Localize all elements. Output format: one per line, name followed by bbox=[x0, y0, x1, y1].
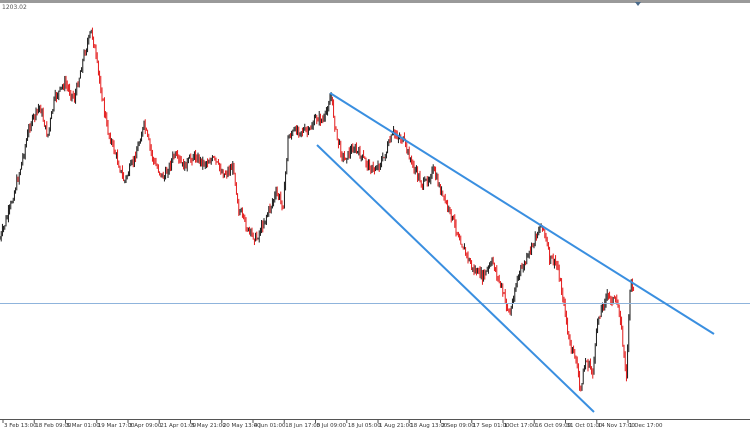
x-tick-label: 18 Jun 17:00 bbox=[285, 423, 320, 429]
candles bbox=[0, 27, 635, 392]
x-tick-label: 21 Apr 01:00 bbox=[160, 423, 196, 429]
x-tick-label: 18 Jul 05:00 bbox=[348, 423, 381, 429]
x-tick-label: 3 Apr 09:00 bbox=[129, 423, 162, 429]
x-tick-label: 31 Oct 01:00 bbox=[567, 423, 603, 429]
x-tick-label: 1 Oct 17:00 bbox=[504, 423, 537, 429]
top-border bbox=[0, 0, 750, 3]
shift-marker-icon[interactable] bbox=[635, 2, 641, 6]
x-tick-label: 18 Feb 09:00 bbox=[35, 423, 72, 429]
x-tick-label: 20 May 13:00 bbox=[223, 423, 261, 429]
x-tick-label: 5 May 21:00 bbox=[192, 423, 227, 429]
x-tick-label: 14 Nov 17:00 bbox=[598, 423, 636, 429]
x-tick-label: 1 Aug 21:00 bbox=[379, 423, 413, 429]
x-tick-label: 17 Sep 01:00 bbox=[473, 423, 510, 429]
x-tick-label: 2 Sep 09:00 bbox=[442, 423, 476, 429]
x-tick-label: 4 Jun 01:00 bbox=[254, 423, 286, 429]
x-tick-label: 5 Mar 01:00 bbox=[67, 423, 101, 429]
price-label: 1203.02 bbox=[2, 4, 27, 11]
x-tick-label: 1 Dec 17:00 bbox=[629, 423, 663, 429]
x-tick-label: 3 Feb 13:00 bbox=[4, 423, 37, 429]
x-tick-label: 3 Jul 09:00 bbox=[317, 423, 347, 429]
x-tick-label: 16 Oct 09:00 bbox=[535, 423, 571, 429]
upper-trendline bbox=[329, 92, 715, 335]
x-tick-label: 18 Aug 13:00 bbox=[410, 423, 448, 429]
lower-trendline bbox=[316, 144, 595, 413]
x-tick-label: 19 Mar 17:00 bbox=[98, 423, 135, 429]
